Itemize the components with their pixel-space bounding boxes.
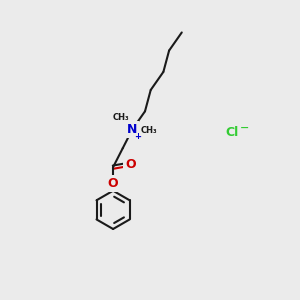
Text: +: +	[134, 132, 141, 141]
Text: N: N	[127, 123, 137, 136]
Text: CH₃: CH₃	[112, 113, 129, 122]
Text: Cl: Cl	[226, 126, 239, 139]
Text: −: −	[240, 123, 250, 133]
Text: O: O	[125, 158, 136, 171]
Text: O: O	[108, 177, 118, 190]
Text: CH₃: CH₃	[140, 126, 157, 135]
